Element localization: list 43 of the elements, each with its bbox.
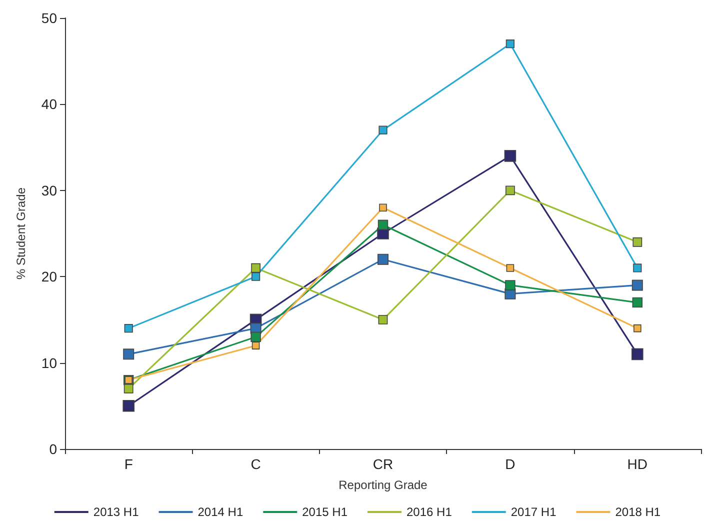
point	[506, 186, 515, 196]
point	[506, 264, 514, 272]
point	[251, 263, 260, 273]
point	[506, 40, 514, 48]
x-tick-label: D	[505, 456, 516, 472]
legend-label: 2017 H1	[510, 505, 557, 519]
point	[632, 237, 642, 247]
point	[124, 324, 133, 333]
point	[122, 400, 134, 412]
point	[504, 150, 516, 162]
point	[252, 272, 260, 281]
point	[378, 315, 388, 324]
point	[633, 264, 642, 272]
legend-label: 2015 H1	[302, 505, 348, 519]
point	[634, 324, 642, 332]
legend-label: 2018 H1	[615, 505, 661, 519]
point	[505, 280, 516, 290]
legend-label: 2013 H1	[93, 505, 140, 519]
point	[632, 297, 642, 308]
x-tick-label: C	[250, 456, 261, 472]
y-axis-title: % Student Grade	[14, 187, 28, 280]
point	[250, 332, 261, 342]
point	[632, 348, 644, 360]
x-tick-label: F	[124, 456, 133, 472]
point	[252, 342, 260, 350]
point	[378, 220, 388, 230]
legend-label: 2014 H1	[198, 505, 244, 519]
x-tick-label: CR	[372, 456, 394, 472]
point	[632, 280, 643, 291]
legend-label: 2016 H1	[406, 505, 452, 519]
point	[378, 254, 388, 265]
y-tick-label: 10	[41, 354, 58, 371]
y-tick-label: 30	[41, 182, 58, 198]
y-tick-label: 40	[41, 96, 58, 112]
point	[379, 204, 387, 212]
x-tick-label: HD	[627, 456, 648, 472]
y-tick-label: 20	[41, 268, 58, 285]
y-tick-label: 50	[41, 10, 58, 26]
y-tick-label: 0	[49, 441, 58, 457]
point	[123, 348, 134, 360]
point	[378, 126, 388, 134]
point	[124, 384, 134, 394]
x-axis-title: Reporting Grade	[338, 478, 428, 492]
